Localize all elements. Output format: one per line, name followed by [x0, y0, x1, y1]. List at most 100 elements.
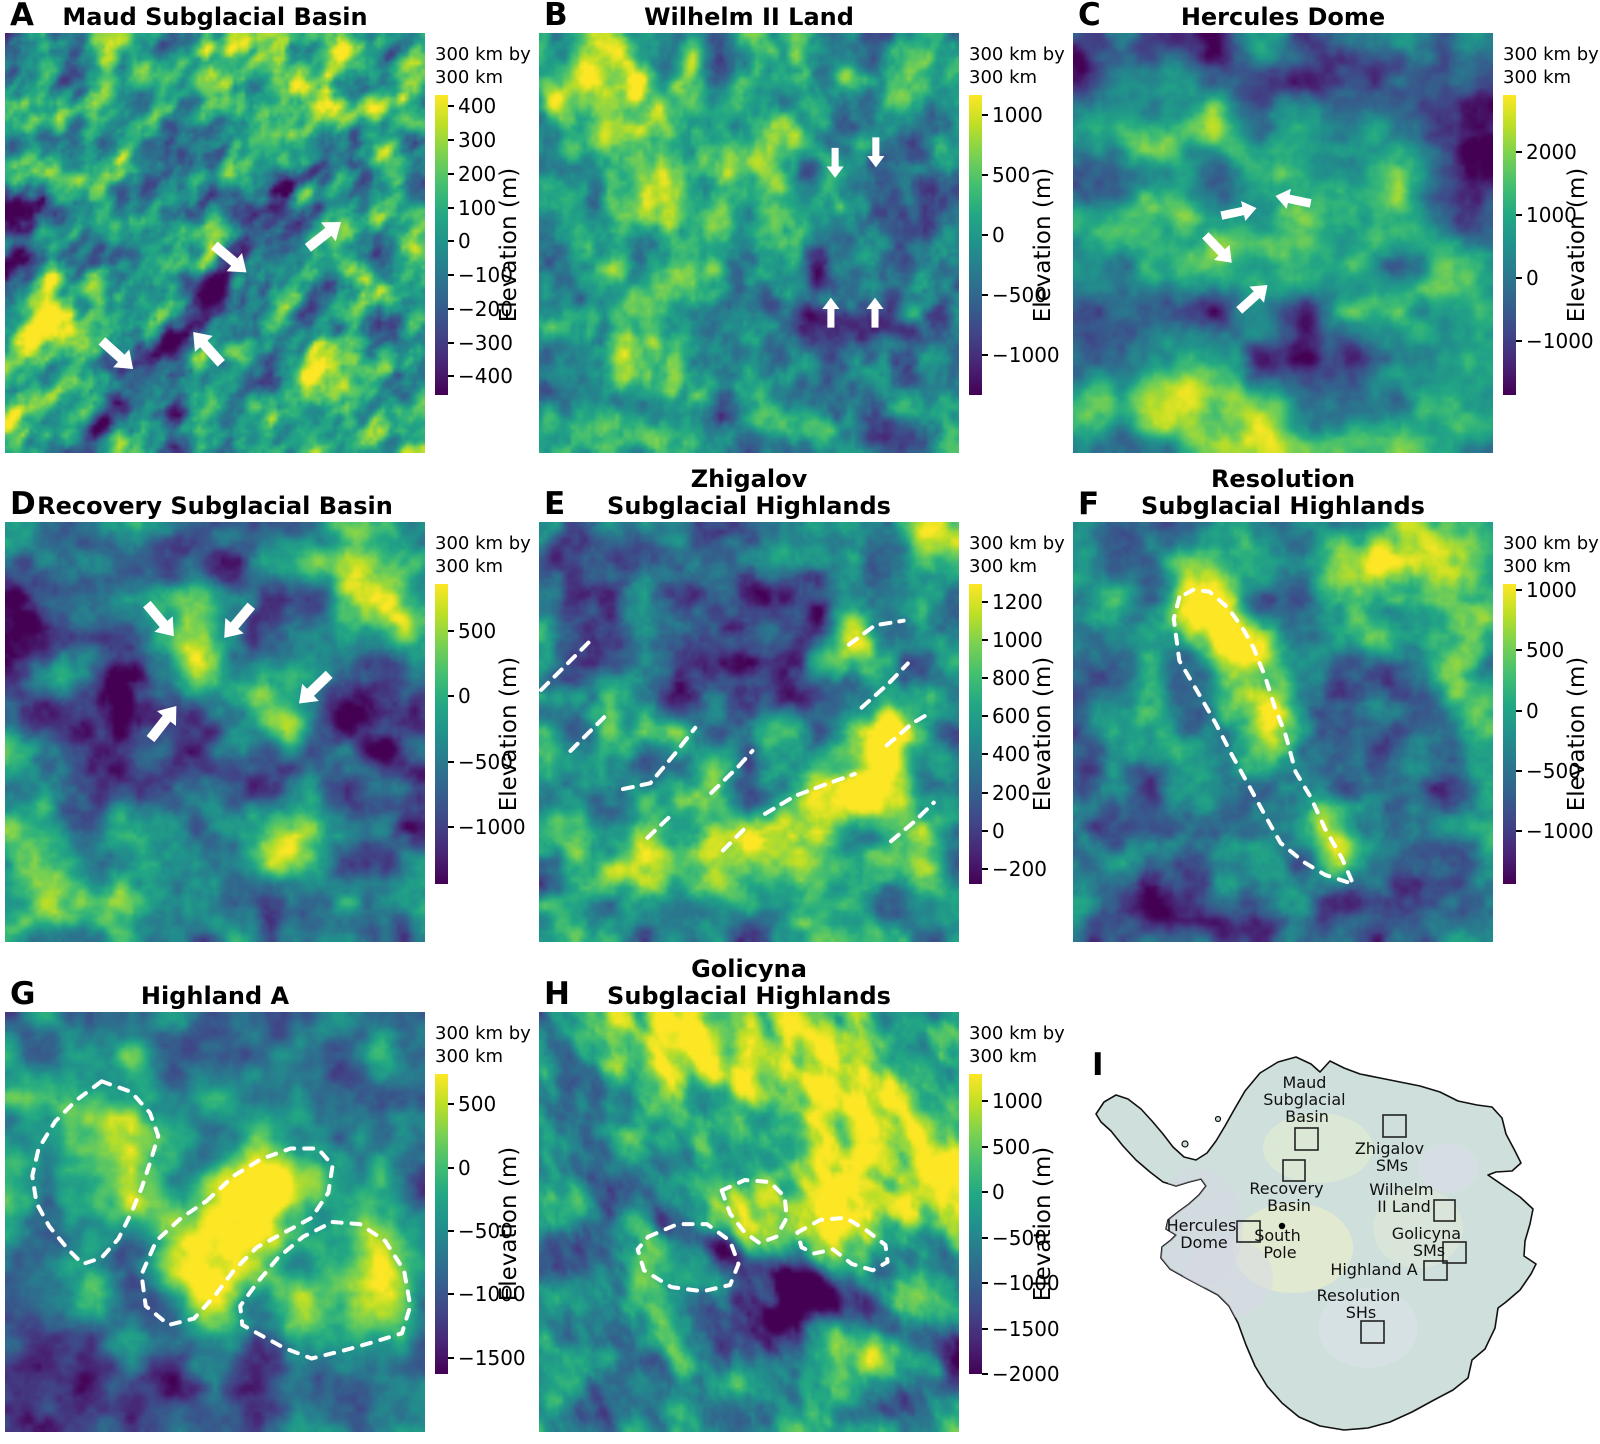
annotation-dashed-line — [721, 825, 748, 853]
annotation-arrow — [143, 600, 174, 637]
colorbar-tick-mark — [1516, 276, 1522, 279]
panel-letter: A — [10, 0, 34, 33]
panel-title-line: Recovery Subglacial Basin — [37, 492, 393, 520]
panel-i: I — [1068, 952, 1600, 1444]
colorbar-tick-mark — [982, 1100, 988, 1103]
colorbar-sidebar: 300 km by 300 km Elevation (m) 1000 500 0−… — [969, 1012, 1069, 1432]
colorbar: Elevation (m) 400 300 200 100 0 −100 −200 −300−… — [435, 94, 535, 395]
panel-title-line: Hercules Dome — [1180, 3, 1386, 31]
colorbar-sidebar: 300 km by 300 km Elevation (m) 1000 500 0−… — [1503, 522, 1600, 942]
scale-note: 300 km by 300 km — [1503, 532, 1600, 578]
annotation-dashed-line — [539, 639, 592, 692]
annotation-arrow — [866, 297, 884, 328]
panel-letter: G — [10, 976, 36, 1012]
panel-letter: H — [544, 976, 570, 1012]
annotation-dashed-outline — [719, 1178, 789, 1245]
panel-title-line: Highland A — [140, 982, 290, 1010]
colorbar-sidebar: 300 km by 300 km Elevation (m) 1000 500 0−… — [969, 33, 1069, 453]
panel-a: A Maud Subglacial Basin 300 km by 300 km… — [0, 0, 534, 513]
annotation-overlay — [98, 222, 341, 369]
scale-note: 300 km by 300 km — [435, 532, 535, 578]
colorbar-tick-mark — [1516, 213, 1522, 216]
colorbar-tick-label: −500 — [1526, 758, 1581, 783]
colorbar-tick-label: −200 — [992, 856, 1047, 881]
elevation-heatmap-canvas — [1073, 33, 1493, 453]
elevation-map — [5, 1012, 425, 1432]
panel-title: Recovery Subglacial Basin — [5, 462, 425, 520]
elevation-heatmap-canvas — [5, 522, 425, 942]
panel-title: Maud Subglacial Basin — [5, 0, 425, 31]
colorbar-tick-label: 0 — [992, 223, 1005, 248]
colorbar-tick-label: 1200 — [992, 590, 1043, 615]
island — [1214, 1115, 1222, 1123]
colorbar-tick-mark — [982, 1236, 988, 1239]
colorbar-tick-mark — [448, 172, 454, 175]
annotation-dashed-outline — [635, 1222, 741, 1294]
colorbar-sidebar: 300 km by 300 km Elevation (m) 500 0 −500−… — [435, 522, 535, 942]
colorbar-tick-label: −500 — [458, 749, 513, 774]
colorbar-sidebar: 300 km by 300 km Elevation (m) 400 300 200… — [435, 33, 535, 453]
map-label-maud: Maud Subglacial Basin — [1263, 1073, 1350, 1126]
colorbar-gradient — [969, 584, 982, 884]
colorbar-tick-label: 0 — [458, 1155, 471, 1180]
panel-title: Golicyna Subglacial Highlands — [539, 952, 959, 1010]
colorbar-tick-label: 600 — [992, 704, 1031, 729]
elevation-heatmap-canvas — [539, 522, 959, 942]
colorbar-tick-mark — [982, 234, 988, 237]
colorbar-tick-label: 500 — [458, 619, 497, 644]
colorbar-tick-mark — [448, 826, 454, 829]
colorbar-tick-label: −1500 — [458, 1345, 526, 1370]
colorbar-tick-mark — [982, 354, 988, 357]
colorbar-gradient — [969, 95, 982, 395]
colorbar-tick-mark — [982, 639, 988, 642]
panel-title-line: Subglacial Highlands — [607, 492, 891, 520]
colorbar-tick-label: −500 — [992, 283, 1047, 308]
annotation-dashed-line — [568, 715, 607, 753]
colorbar-tick-mark — [448, 1103, 454, 1106]
colorbar-tick-mark — [982, 829, 988, 832]
colorbar-tick-label: 100 — [458, 195, 497, 220]
colorbar-tick-mark — [982, 1373, 988, 1375]
colorbar-sidebar: 300 km by 300 km Elevation (m) 500 0 −500−… — [435, 1012, 535, 1432]
region-box-hercules — [1236, 1220, 1261, 1243]
map-label-south-pole: South Pole — [1254, 1226, 1306, 1262]
colorbar-tick-mark — [448, 240, 454, 243]
annotation-overlay — [539, 618, 936, 853]
scale-note: 300 km by 300 km — [435, 43, 535, 89]
colorbar-tick-label: 1000 — [992, 1089, 1043, 1114]
colorbar-tick-mark — [982, 1145, 988, 1148]
scale-note-line: 300 km — [1503, 556, 1572, 577]
colorbar-tick-label: −400 — [458, 364, 513, 389]
colorbar-tick-mark — [1516, 709, 1522, 712]
scale-note-line: 300 km — [435, 556, 504, 577]
region-box-zhigalov — [1382, 1114, 1407, 1138]
elevation-map — [539, 33, 959, 453]
panel-title-line: Subglacial Highlands — [1141, 492, 1425, 520]
colorbar-tick-label: 1000 — [992, 102, 1043, 127]
colorbar-tick-label: 400 — [458, 94, 497, 119]
panel-title-line: Resolution — [1210, 465, 1356, 493]
colorbar-tick-label: −1000 — [1526, 818, 1594, 843]
colorbar-tick-label: 0 — [458, 229, 471, 254]
elevation-heatmap-canvas — [539, 33, 959, 453]
colorbar-tick-mark — [1516, 339, 1522, 342]
colorbar-sidebar: 300 km by 300 km Elevation (m) 2000 1000 0… — [1503, 33, 1600, 453]
panel-letter: C — [1078, 0, 1101, 33]
scale-note-line: 300 km by — [435, 533, 531, 554]
annotation-arrow — [867, 137, 885, 168]
annotation-overlay — [822, 137, 885, 328]
colorbar-tick-mark — [448, 206, 454, 209]
colorbar: Elevation (m) 1000 500 0 −500 −1000 — [969, 95, 1069, 395]
panel-letter: F — [1078, 486, 1100, 522]
colorbar-tick-mark — [982, 677, 988, 680]
annotation-overlay — [1202, 188, 1312, 314]
panel-e: E Zhigalov Subglacial Highlands 300 km b… — [534, 462, 1068, 1002]
scale-note-line: 300 km — [969, 67, 1038, 88]
region-box-wilhelm — [1433, 1199, 1456, 1222]
colorbar-gradient — [1503, 95, 1516, 395]
island — [1181, 1140, 1189, 1148]
colorbar-tick-mark — [448, 630, 454, 633]
colorbar-tick-label: 1000 — [1526, 578, 1577, 603]
colorbar-tick-label: 200 — [992, 780, 1031, 805]
colorbar-tick-label: −2000 — [992, 1362, 1060, 1386]
